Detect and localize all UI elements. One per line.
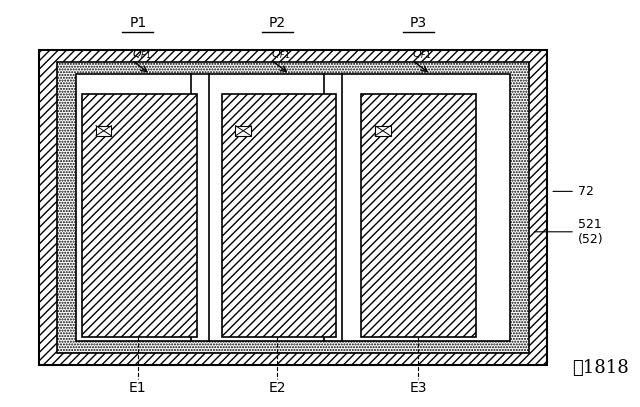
Text: P3: P3 [410, 16, 427, 30]
Bar [82, 94, 196, 337]
Text: $Q_{F1}$: $Q_{F1}$ [132, 47, 151, 61]
Text: P1: P1 [129, 16, 147, 30]
Text: $Q_{F1}$: $Q_{F1}$ [412, 47, 431, 61]
Bar [76, 74, 510, 341]
Text: E1: E1 [129, 381, 147, 395]
Text: E2: E2 [269, 381, 286, 395]
Bar [38, 50, 547, 365]
Bar [221, 94, 336, 337]
Text: $Q_{F1}$: $Q_{F1}$ [271, 47, 291, 61]
Text: P2: P2 [269, 16, 286, 30]
Text: 冂1818: 冂1818 [572, 359, 628, 377]
Text: 72: 72 [578, 185, 594, 198]
Bar [236, 126, 251, 136]
Bar [57, 62, 529, 353]
Bar [375, 126, 390, 136]
Bar [96, 126, 111, 136]
Text: E3: E3 [410, 381, 427, 395]
Text: 521
(52): 521 (52) [578, 218, 604, 246]
Bar [361, 94, 476, 337]
